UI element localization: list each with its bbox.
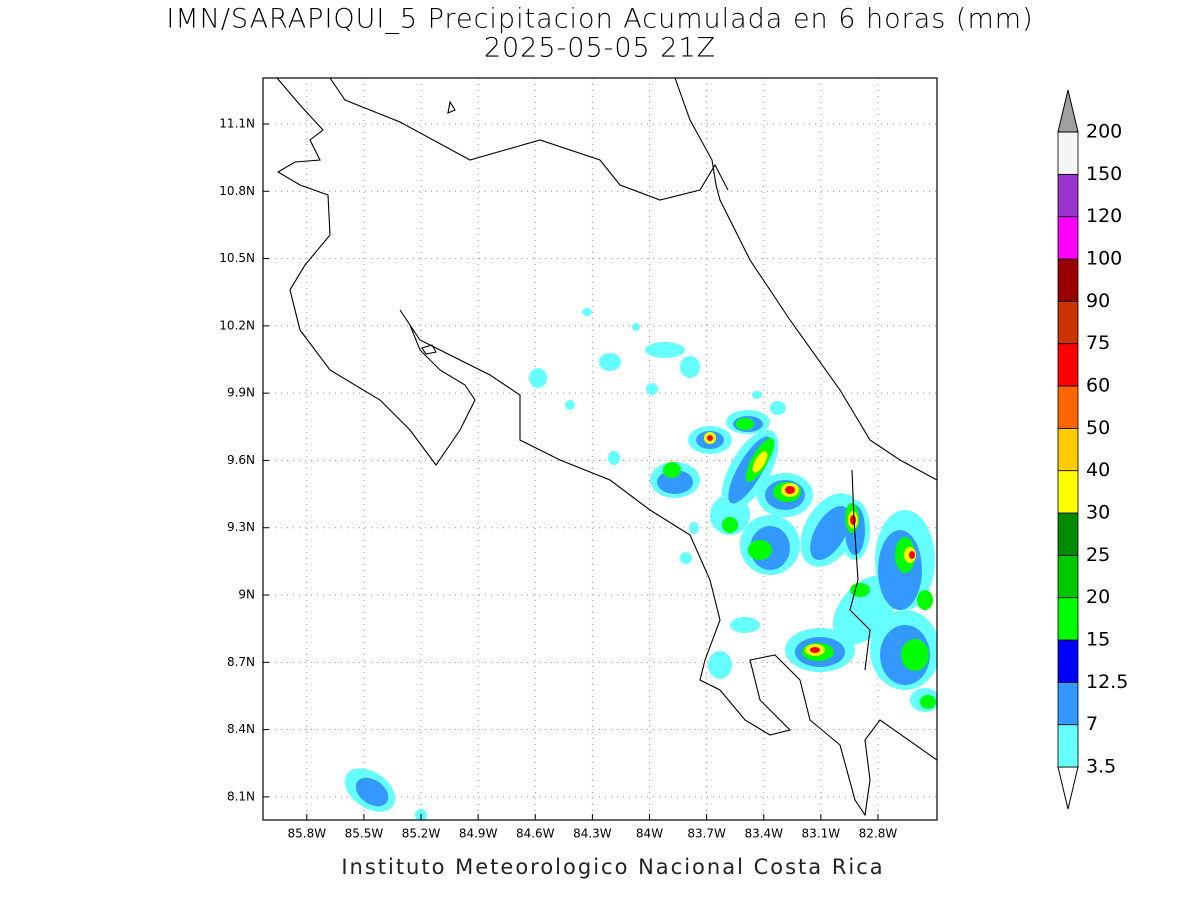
lon-tick-label: 83.1W xyxy=(802,827,841,841)
colorbar-label: 25 xyxy=(1086,544,1110,566)
colorbar-label: 200 xyxy=(1086,121,1122,143)
colorbar-box xyxy=(1057,639,1079,683)
precipitation xyxy=(344,308,937,820)
lake-island xyxy=(421,100,456,355)
southern-border xyxy=(849,469,871,671)
colorbar-box xyxy=(1057,343,1079,387)
lat-tick-label: 10.2N xyxy=(219,318,255,332)
colorbar-box xyxy=(1057,681,1079,726)
colorbar-box xyxy=(1057,173,1079,218)
colorbar-box xyxy=(1057,385,1079,429)
lat-tick-label: 8.1N xyxy=(227,789,255,803)
lon-tick-label: 83.7W xyxy=(687,827,726,841)
colorbar-box xyxy=(1057,258,1079,302)
colorbar-label: 75 xyxy=(1086,332,1110,354)
colorbar-label: 150 xyxy=(1086,163,1122,185)
lat-tick-label: 8.4N xyxy=(227,722,255,736)
colorbar-label: 40 xyxy=(1086,459,1110,481)
colorbar-label: 50 xyxy=(1086,417,1110,439)
lat-tick-label: 10.8N xyxy=(219,184,255,198)
footer: Instituto Meteorologico Nacional Costa R… xyxy=(341,855,884,879)
lon-tick-label: 85.5W xyxy=(345,827,384,841)
colorbar-box xyxy=(1057,470,1079,514)
pacific-coast xyxy=(276,78,937,817)
colorbar-box xyxy=(1057,597,1079,641)
colorbar-label: 90 xyxy=(1086,290,1110,312)
coastlines xyxy=(276,78,937,817)
lon-tick-label: 82.8W xyxy=(859,827,898,841)
colorbar-label: 60 xyxy=(1086,375,1110,397)
map-title: IMN/SARAPIQUI_5 Precipitacion Acumulada … xyxy=(166,4,1033,35)
colorbar-box xyxy=(1057,300,1079,345)
colorbar-label: 20 xyxy=(1086,586,1110,608)
lon-tick-label: 85.2W xyxy=(402,827,441,841)
lat-tick-label: 9.3N xyxy=(227,520,255,534)
colorbar-box xyxy=(1057,216,1079,260)
colorbar-label: 100 xyxy=(1086,248,1122,270)
colorbar-label: 30 xyxy=(1086,502,1110,524)
colorbar-box xyxy=(1057,724,1079,768)
colorbar-box xyxy=(1057,512,1079,556)
lon-tick-label: 84.9W xyxy=(459,827,498,841)
lon-tick-label: 84W xyxy=(636,827,663,841)
colorbar-arrow-high xyxy=(1057,89,1079,133)
lat-tick-label: 8.7N xyxy=(227,655,255,669)
lon-tick-label: 85.8W xyxy=(287,827,326,841)
map-frame xyxy=(262,77,938,821)
lat-tick-label: 11.1N xyxy=(219,116,255,130)
colorbar-box xyxy=(1057,131,1079,175)
lat-tick-label: 9.6N xyxy=(227,453,255,467)
lat-tick-label: 9N xyxy=(238,588,255,602)
colorbar-label: 15 xyxy=(1086,629,1110,651)
lon-tick-label: 84.6W xyxy=(516,827,555,841)
grid xyxy=(263,78,937,820)
colorbar-arrow-low xyxy=(1057,766,1079,810)
lon-tick-label: 84.3W xyxy=(573,827,612,841)
caribbean-coast xyxy=(674,78,937,481)
lat-tick-label: 10.5N xyxy=(219,251,255,265)
colorbar-box xyxy=(1057,427,1079,472)
lat-tick-label: 9.9N xyxy=(227,386,255,400)
rain-60 xyxy=(707,435,915,653)
colorbar-label: 3.5 xyxy=(1086,756,1116,778)
colorbar-box xyxy=(1057,554,1079,599)
colorbar-label: 12.5 xyxy=(1086,671,1128,693)
rain-3.5 xyxy=(344,308,937,820)
northern-border xyxy=(329,78,729,201)
map-subtitle: 2025-05-05 21Z xyxy=(484,33,716,64)
colorbar-label: 120 xyxy=(1086,205,1122,227)
colorbar-label: 7 xyxy=(1086,713,1098,735)
colorbar: 3.5 7 12.5 15 20 25 30 40 50 60 75 90 100 120 150 200 xyxy=(1057,89,1128,810)
lon-tick-label: 83.4W xyxy=(744,827,783,841)
